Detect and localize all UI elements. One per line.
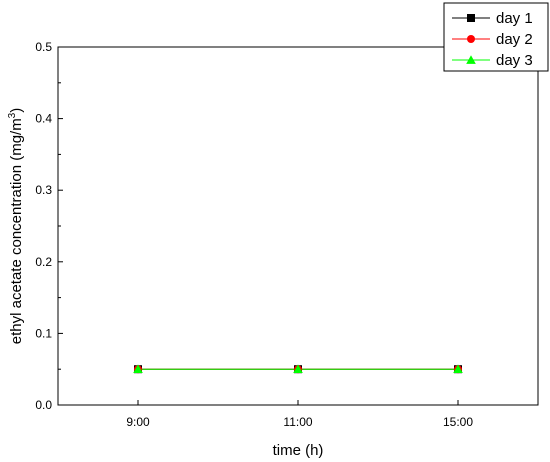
y-tick-label: 0.1 — [35, 326, 52, 340]
y-axis-title-superscript: 3 — [7, 112, 18, 118]
y-tick-label: 0.3 — [35, 183, 52, 197]
legend-marker-day-3 — [466, 55, 476, 64]
plot-frame — [57, 46, 539, 406]
x-tick-label: 15:00 — [443, 415, 473, 429]
legend-label: day 3 — [496, 52, 533, 69]
x-axis: 9:00 11:00 15:00 — [126, 400, 473, 429]
legend: day 1 day 2 day 3 — [443, 2, 549, 72]
y-tick-label: 0.0 — [35, 398, 52, 412]
data-point-day-3 — [133, 364, 143, 374]
legend-label: day 1 — [496, 10, 533, 27]
y-tick-label: 0.2 — [35, 255, 52, 269]
series-layer — [133, 364, 463, 374]
data-point-day-3 — [293, 364, 303, 374]
y-axis-title-main: ethyl acetate concentration (mg/m — [8, 118, 25, 344]
legend-label: day 2 — [496, 31, 533, 48]
x-tick-label: 9:00 — [126, 415, 150, 429]
data-point-day-3 — [453, 364, 463, 374]
y-axis-title-suffix: ) — [8, 108, 25, 113]
y-axis: 0.0 0.1 0.2 0.3 0.4 0.5 — [35, 40, 63, 412]
y-tick-label: 0.4 — [35, 112, 52, 126]
legend-marker-day-1 — [467, 14, 475, 22]
x-tick-label: 11:00 — [283, 415, 312, 429]
y-axis-title: ethyl acetate concentration (mg/m3) — [7, 108, 25, 345]
legend-marker-day-2 — [467, 35, 475, 43]
x-axis-title: time (h) — [273, 442, 324, 459]
y-tick-label: 0.5 — [35, 40, 52, 54]
